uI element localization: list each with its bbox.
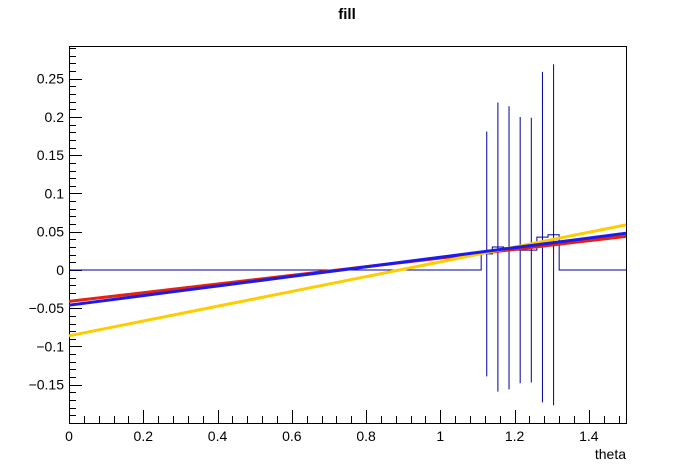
- chart-title: fill: [338, 6, 356, 23]
- x-axis-tick-label: 0: [65, 428, 73, 444]
- x-axis-tick-label: 1.4: [579, 428, 599, 444]
- x-axis-tick-label: 0.6: [282, 428, 302, 444]
- blue-curve: [68, 231, 627, 307]
- y-axis-tick-label: 0.25: [37, 71, 64, 87]
- x-axis-tick-label: 1: [436, 428, 444, 444]
- yellow-curve: [68, 223, 627, 338]
- y-axis-tick-label: 0.2: [45, 109, 65, 125]
- x-axis-tick-label: 0.8: [356, 428, 376, 444]
- y-axis-tick-label: 0.15: [37, 147, 64, 163]
- y-axis-tick-label: 0: [56, 262, 64, 278]
- y-axis-tick-label: 0.05: [37, 224, 64, 240]
- x-axis-tick-label: 1.2: [505, 428, 525, 444]
- x-axis-tick-label: 0.2: [134, 428, 154, 444]
- plot-layer: 0.25 0.2 0.15 0.1 0.05 0 −0.05 −0.1 −0.15 0 0.2 0.4…: [29, 46, 627, 444]
- y-axis-tick-label: −0.05: [29, 300, 65, 316]
- y-axis-tick-label: 0.1: [45, 185, 65, 201]
- x-axis-title: theta: [595, 446, 626, 462]
- y-axis-tick-label: −0.1: [36, 338, 64, 354]
- plot-frame: [69, 46, 627, 424]
- y-axis-tick-label: −0.15: [29, 377, 65, 393]
- x-axis-tick-label: 0.4: [208, 428, 228, 444]
